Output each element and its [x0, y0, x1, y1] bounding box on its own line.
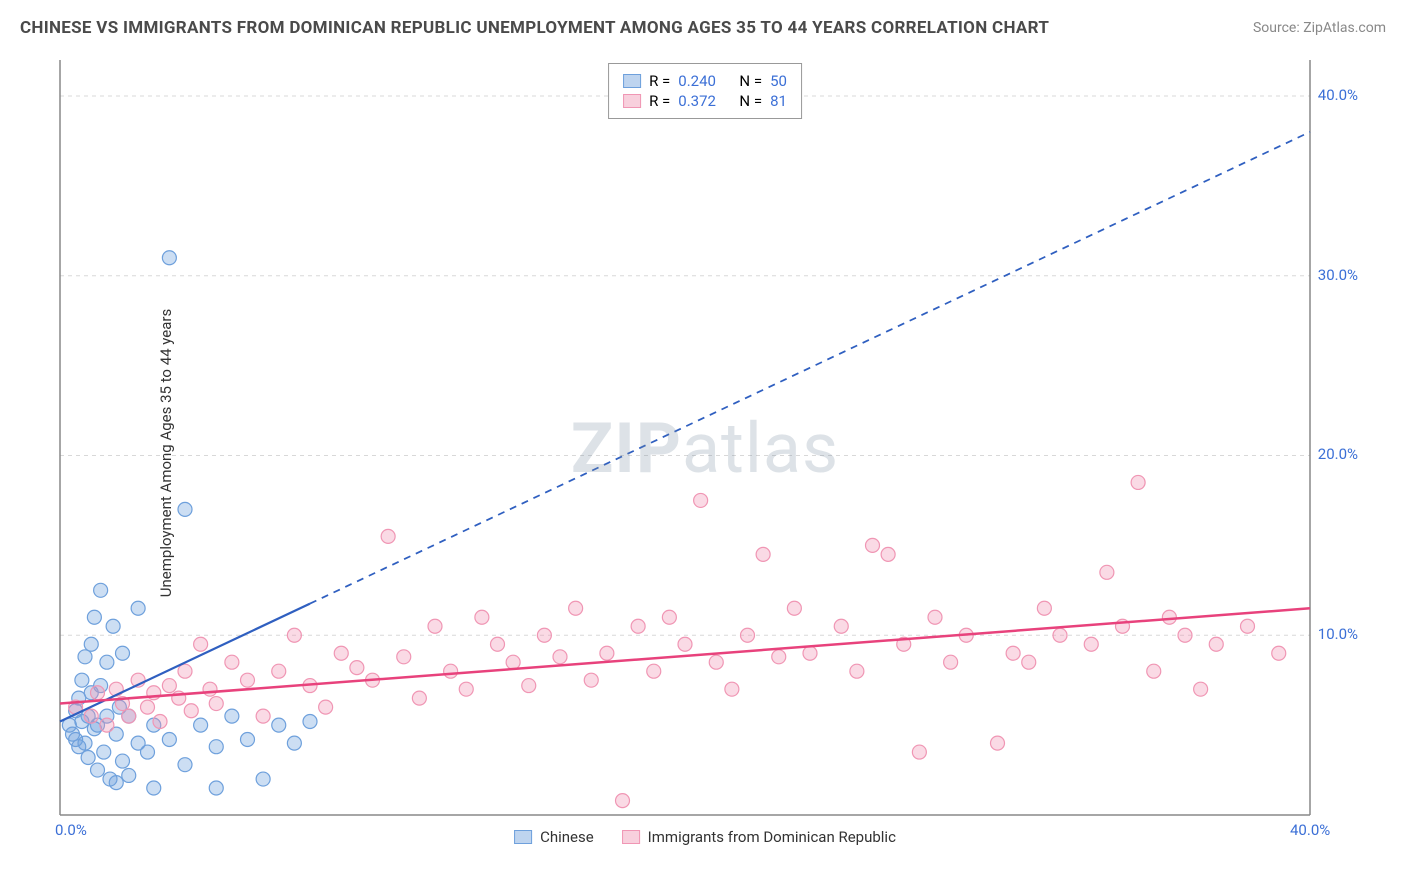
- legend-item-chinese: Chinese: [514, 828, 594, 846]
- r-label: R =: [649, 92, 670, 110]
- chart-title: CHINESE VS IMMIGRANTS FROM DOMINICAN REP…: [20, 18, 1049, 38]
- r-value-blue: 0.240: [678, 72, 716, 90]
- y-tick-label: 40.0%: [1318, 86, 1358, 104]
- swatch-blue: [623, 74, 641, 88]
- swatch-pink: [622, 830, 640, 844]
- r-value-pink: 0.372: [678, 92, 716, 110]
- legend-label: Immigrants from Dominican Republic: [648, 828, 896, 846]
- legend-row-blue: R = 0.240 N = 50: [623, 72, 787, 90]
- correlation-legend: R = 0.240 N = 50 R = 0.372 N = 81: [608, 63, 802, 119]
- n-value-blue: 50: [770, 72, 787, 90]
- r-label: R =: [649, 72, 670, 90]
- series-legend: Chinese Immigrants from Dominican Republ…: [514, 828, 896, 846]
- chart-area: Unemployment Among Ages 35 to 44 years Z…: [50, 55, 1360, 850]
- y-tick-label: 20.0%: [1318, 445, 1358, 463]
- x-tick-label: 40.0%: [1290, 821, 1330, 839]
- legend-item-dominican: Immigrants from Dominican Republic: [622, 828, 896, 846]
- n-label: N =: [739, 92, 762, 110]
- n-label: N =: [739, 72, 762, 90]
- source-attribution: Source: ZipAtlas.com: [1253, 20, 1386, 36]
- n-value-pink: 81: [770, 92, 787, 110]
- legend-label: Chinese: [540, 828, 594, 846]
- legend-row-pink: R = 0.372 N = 81: [623, 92, 787, 110]
- x-tick-label: 0.0%: [55, 821, 87, 839]
- y-tick-label: 30.0%: [1318, 266, 1358, 284]
- swatch-blue: [514, 830, 532, 844]
- swatch-pink: [623, 94, 641, 108]
- y-tick-label: 10.0%: [1318, 625, 1358, 643]
- scatter-plot: [50, 55, 1360, 850]
